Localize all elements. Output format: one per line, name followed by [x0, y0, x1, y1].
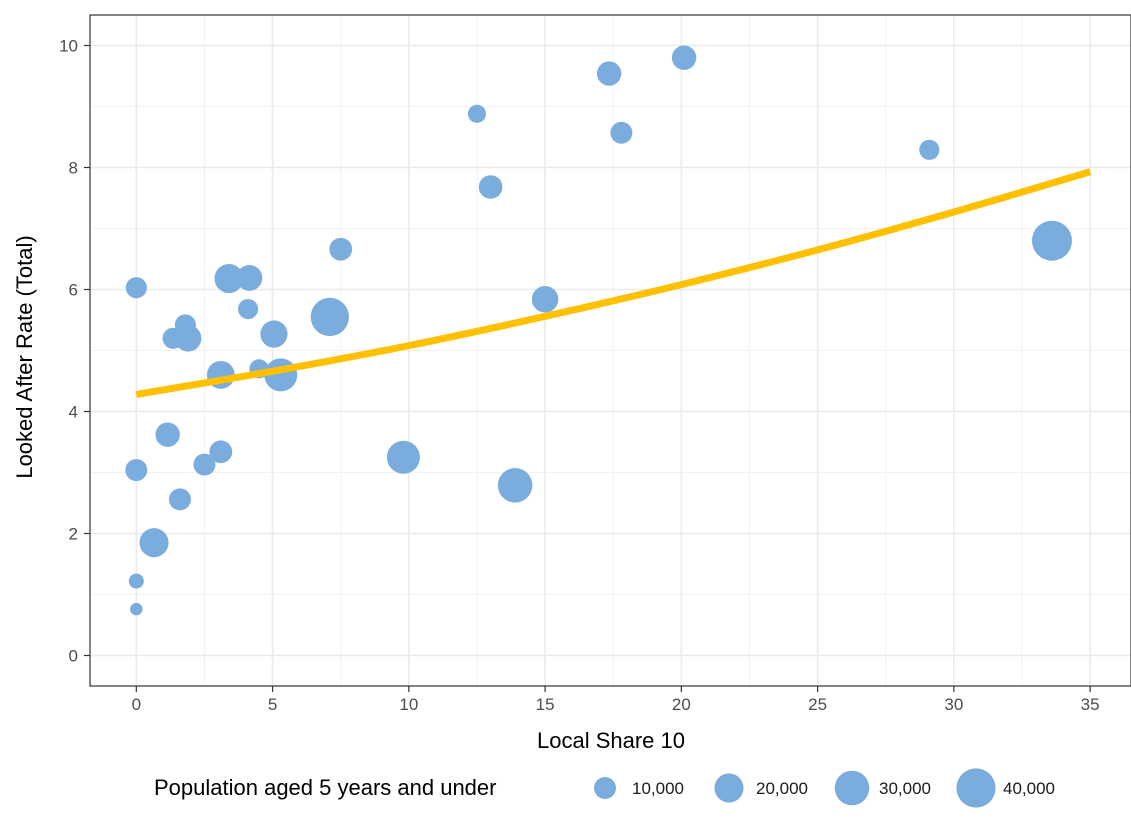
- y-tick-label: 2: [69, 525, 78, 544]
- x-tick-label: 10: [399, 695, 418, 714]
- data-point: [610, 121, 633, 144]
- legend-key-circle: [714, 773, 744, 803]
- legend-key-circle: [834, 770, 870, 806]
- y-tick-label: 8: [69, 159, 78, 178]
- data-point: [193, 453, 216, 476]
- data-point: [467, 104, 487, 123]
- data-point: [237, 298, 259, 320]
- data-point: [214, 263, 244, 294]
- size-legend: Population aged 5 years and under 10,000…: [154, 768, 1055, 808]
- data-point: [168, 488, 191, 511]
- data-point: [139, 528, 169, 558]
- x-tick-label: 20: [672, 695, 691, 714]
- x-axis: 0 5 10 15 20 25 30 35: [132, 686, 1100, 714]
- data-point: [329, 237, 353, 261]
- data-point: [386, 440, 420, 474]
- minor-grid: [90, 15, 1131, 686]
- data-point: [155, 422, 180, 447]
- y-tick-label: 4: [69, 403, 78, 422]
- x-tick-label: 30: [944, 695, 963, 714]
- data-point: [209, 440, 233, 464]
- trend-line: [135, 168, 1092, 398]
- data-point: [497, 468, 533, 503]
- trend-line-group: [135, 168, 1092, 398]
- data-point: [596, 61, 622, 86]
- data-point: [531, 285, 559, 313]
- y-axis-title: Looked After Rate (Total): [12, 235, 37, 478]
- major-grid: [90, 15, 1131, 686]
- data-points: [125, 45, 1072, 616]
- legend-key-label: 30,000: [879, 779, 931, 798]
- x-tick-label: 0: [132, 695, 141, 714]
- data-point: [174, 325, 202, 352]
- legend-key-label: 40,000: [1003, 779, 1055, 798]
- legend-title: Population aged 5 years and under: [154, 775, 496, 800]
- y-tick-label: 0: [69, 647, 78, 666]
- data-point: [236, 264, 263, 291]
- data-point: [260, 320, 288, 348]
- x-tick-label: 5: [268, 695, 277, 714]
- data-point: [919, 139, 940, 160]
- x-tick-label: 25: [808, 695, 827, 714]
- data-point: [125, 459, 148, 482]
- panel-border: [89, 14, 1131, 687]
- data-point: [128, 573, 144, 589]
- x-axis-title: Local Share 10: [537, 728, 685, 753]
- data-point: [125, 277, 147, 299]
- data-point: [1031, 220, 1072, 261]
- data-point: [671, 45, 697, 70]
- x-tick-label: 35: [1081, 695, 1100, 714]
- y-axis: 0 2 4 6 8 10: [59, 37, 90, 666]
- y-tick-label: 10: [59, 37, 78, 56]
- data-point: [310, 297, 349, 337]
- legend-key-circle: [594, 777, 616, 799]
- legend-key-circle: [956, 768, 996, 808]
- data-point: [478, 175, 503, 199]
- data-point: [130, 602, 143, 616]
- y-tick-label: 6: [69, 281, 78, 300]
- legend-key-label: 10,000: [632, 779, 684, 798]
- x-tick-label: 15: [536, 695, 555, 714]
- legend-key-label: 20,000: [756, 779, 808, 798]
